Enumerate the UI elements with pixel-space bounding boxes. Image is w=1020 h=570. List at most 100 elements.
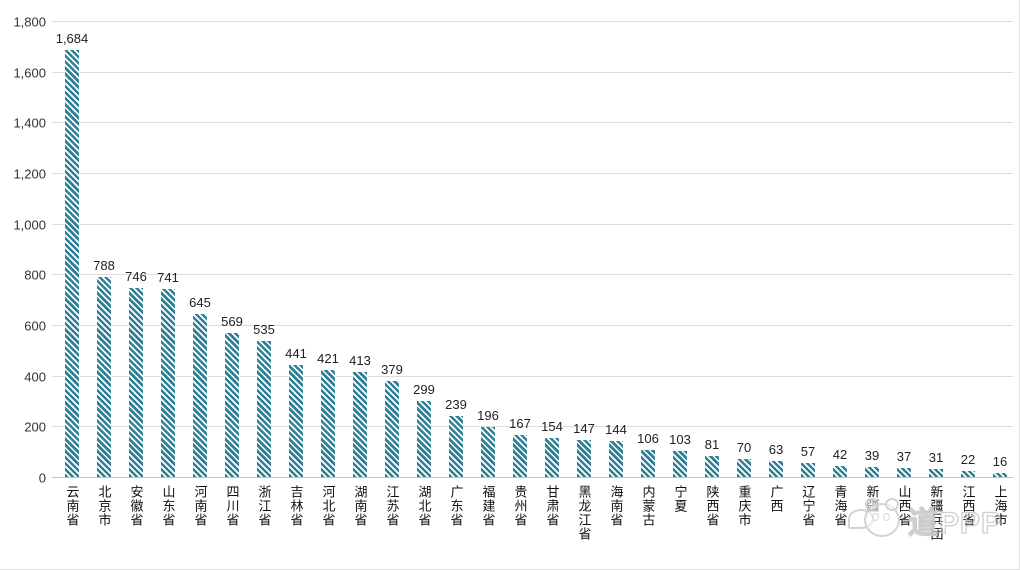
bar-slot: 569 四川省 [216, 22, 248, 527]
bar-slot: 741 山东省 [152, 22, 184, 527]
bar [193, 313, 207, 477]
bar [641, 450, 655, 477]
bar [769, 461, 783, 477]
bar [161, 289, 175, 477]
bar-slot: 63 广西 [760, 22, 792, 513]
bar-value-label: 379 [381, 362, 403, 377]
bar-slot: 167 贵州省 [504, 22, 536, 527]
bar-value-label: 421 [317, 351, 339, 367]
bar-slot: 57 辽宁省 [792, 22, 824, 527]
bar-value-label: 57 [800, 443, 816, 459]
x-axis-label: 北京市 [96, 485, 112, 527]
bar-value-label: 22 [960, 452, 976, 468]
x-axis-label: 山西省 [896, 485, 912, 527]
bar [513, 434, 527, 477]
x-axis-label: 宁夏 [672, 485, 688, 513]
y-axis-tick-label: 800 [24, 267, 46, 283]
x-axis-label: 河南省 [192, 485, 208, 527]
y-axis-tick-label: 1,400 [13, 115, 46, 131]
y-axis-tick-label: 1,800 [13, 14, 46, 30]
bar-value-label: 535 [253, 322, 275, 338]
bar-value-label: 16 [992, 453, 1008, 469]
x-axis-label: 黑龙江省 [576, 485, 592, 541]
bar [129, 288, 143, 477]
bar-slot: 106 内蒙古 [632, 22, 664, 527]
x-axis-label: 云南省 [64, 485, 80, 527]
x-axis-label: 内蒙古 [640, 485, 656, 527]
x-axis-label: 吉林省 [288, 485, 304, 527]
bar-value-label: 154 [541, 419, 563, 434]
x-axis-line [52, 477, 1013, 478]
bar [481, 427, 495, 477]
gridline [52, 375, 1013, 377]
x-axis-label: 贵州省 [512, 485, 528, 527]
x-axis-label: 甘肃省 [544, 485, 560, 527]
x-axis-label: 辽宁省 [800, 485, 816, 527]
bar-value-label: 81 [704, 437, 720, 453]
y-axis-tick-label: 0 [38, 470, 46, 486]
x-axis-label: 江苏省 [384, 485, 400, 527]
bar [609, 440, 623, 477]
bar [225, 332, 239, 477]
bar-slot: 413 湖南省 [344, 22, 376, 527]
gridline [52, 71, 1013, 73]
bar [321, 370, 335, 477]
bar-slot: 39 新疆 [856, 22, 888, 513]
bar-value-label: 569 [221, 313, 243, 329]
x-axis-label: 安徽省 [128, 485, 144, 527]
bar-value-label: 37 [896, 448, 912, 464]
bar-value-label: 441 [285, 346, 307, 362]
x-axis-label: 福建省 [480, 485, 496, 527]
panda-eye-left [872, 513, 879, 521]
watermark-text: 道PPP [907, 506, 1003, 540]
x-axis-label: 上海市 [992, 485, 1008, 527]
bar-value-label: 167 [509, 415, 531, 431]
bar [865, 467, 879, 477]
bar-slot: 22 江西省 [952, 22, 984, 527]
bar-value-label: 239 [445, 397, 467, 413]
x-axis-label: 河北省 [320, 485, 336, 527]
gridline [52, 122, 1013, 124]
bar-value-label: 788 [93, 258, 115, 274]
gridline [52, 21, 1013, 22]
bar-slot: 299 湖北省 [408, 22, 440, 527]
bar-value-label: 31 [928, 450, 944, 466]
bar-slot: 70 重庆市 [728, 22, 760, 527]
x-axis-label: 广东省 [448, 485, 464, 527]
bar [257, 341, 271, 477]
bar-slot: 81 陕西省 [696, 22, 728, 527]
bar [353, 372, 367, 477]
x-axis-label: 新疆 [864, 485, 880, 513]
y-axis-tick-label: 400 [24, 369, 46, 385]
x-axis-label: 四川省 [224, 485, 240, 527]
x-axis-label: 陕西省 [704, 485, 720, 527]
gridline [52, 173, 1013, 174]
bar [545, 438, 559, 477]
gridline [52, 426, 1013, 428]
x-axis-label: 海南省 [608, 485, 624, 527]
bar-value-label: 196 [477, 408, 499, 424]
bar-value-label: 70 [736, 440, 752, 456]
bar-slot: 379 江苏省 [376, 22, 408, 527]
bar [929, 469, 943, 477]
bar-value-label: 42 [832, 447, 848, 463]
bar-value-label: 299 [413, 382, 435, 398]
bar [65, 50, 79, 477]
x-axis-label: 广西 [768, 485, 784, 513]
gridline [52, 223, 1013, 225]
x-axis-label: 重庆市 [736, 485, 752, 527]
y-axis-tick-label: 1,200 [13, 166, 46, 182]
bar-slot: 144 海南省 [600, 22, 632, 527]
bar-slot: 42 青海省 [824, 22, 856, 527]
bar-value-label: 144 [605, 421, 627, 437]
gridline [52, 325, 1013, 326]
bar-slot: 645 河南省 [184, 22, 216, 527]
bar-value-label: 746 [125, 269, 147, 285]
bar-slot: 103 宁夏 [664, 22, 696, 513]
bar-slot: 421 河北省 [312, 22, 344, 527]
bar [673, 450, 687, 477]
bar [577, 439, 591, 477]
bar-value-label: 63 [768, 442, 784, 458]
bar [385, 381, 399, 477]
bar-value-label: 645 [189, 294, 211, 310]
